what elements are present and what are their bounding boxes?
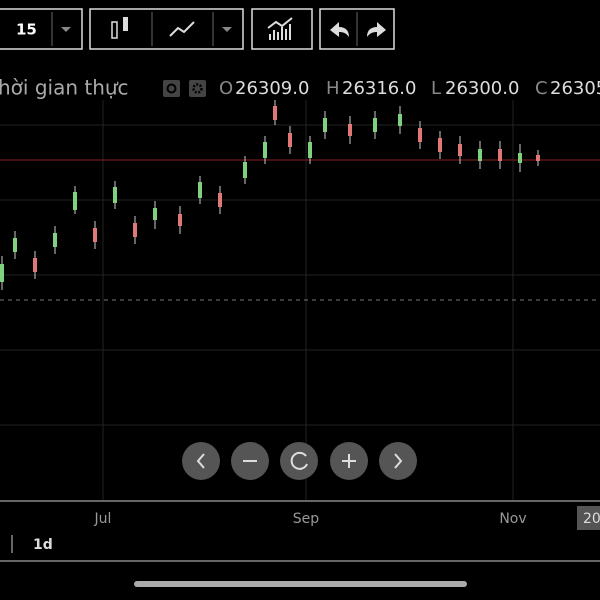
close-value: 26305 [550,78,600,99]
candle-bodies-down [33,106,540,272]
chart-style-button[interactable] [89,8,244,50]
interval-label[interactable]: 15 [16,21,37,39]
line-icon[interactable] [169,21,195,37]
interval-button[interactable]: 15 [0,8,83,50]
indicators-icon[interactable] [267,17,293,40]
open-value: 26309.0 [235,78,309,99]
home-indicator [134,581,467,587]
cursor-date: 20 [583,511,600,527]
eye-icon-pupil [166,83,177,94]
settings-icon[interactable] [189,80,206,97]
scroll-left-icon [196,453,205,469]
undo-icon[interactable] [330,22,349,37]
undo-redo[interactable] [319,8,395,50]
redo-icon[interactable] [367,22,386,37]
reset-button[interactable] [280,442,318,480]
low-label: L [431,78,441,99]
range-button[interactable]: 1d [33,537,53,553]
candle-bodies-up [0,114,522,282]
dropdown-arrow[interactable] [222,27,232,32]
indicators-button[interactable] [251,8,313,50]
high-value: 26316.0 [342,78,416,99]
settings-icon-gear [192,83,203,94]
dropdown-arrow[interactable] [61,27,71,32]
cursor-date-box [577,506,600,530]
zoom-controls[interactable] [182,442,417,480]
close-label: C [535,78,548,99]
candle-icon[interactable] [123,17,128,31]
eye-icon[interactable] [163,80,180,97]
x-tick-label: Nov [499,511,526,527]
high-label: H [326,78,340,99]
scroll-right-icon [394,453,403,469]
chart-style-box[interactable] [89,8,244,50]
reset-icon [290,451,308,470]
x-tick-label: Jul [94,511,112,527]
open-label: O [219,78,233,99]
legend-title: hời gian thực [0,76,129,100]
scroll-right-button[interactable] [379,442,417,480]
candle-wicks [1,100,539,290]
scroll-left-button[interactable] [182,442,220,480]
candle-icon[interactable] [111,21,118,39]
x-tick-label: Sep [293,511,320,527]
low-value: 26300.0 [445,78,519,99]
interval-box[interactable] [0,8,83,50]
zoom-in-icon [342,454,356,468]
